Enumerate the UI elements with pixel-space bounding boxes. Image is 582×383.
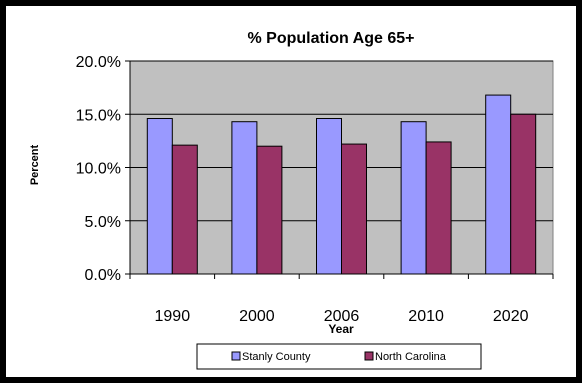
x-tick-label: 2006 [324,308,360,325]
y-tick-label: 20.0% [76,54,121,71]
x-tick-label: 1990 [155,308,191,325]
y-tick-label: 10.0% [76,161,121,178]
bar-stanly-county-1990 [146,118,173,275]
bar-stanly-county-2006 [316,118,342,275]
y-tick-labels: 0.0% 5.0% 10.0% 15.0% 20.0% [76,54,121,284]
legend-swatch [364,351,374,361]
y-axis-label: Percent [29,144,41,185]
legend-entry: North Carolina [375,351,447,363]
legend-swatch [231,351,241,361]
axes [129,61,553,275]
x-tick-label: 2010 [408,308,444,325]
x-tick-label: 2000 [239,308,275,325]
bar-north-carolina-2000 [256,145,283,275]
legend: Stanly County North Carolina [196,343,482,370]
bars [146,94,537,275]
legend-box [196,343,482,370]
bar-stanly-county-2000 [231,121,258,275]
bar-stanly-county-2010 [400,121,427,275]
chart-title: % Population Age 65+ [248,30,415,47]
x-axis-label: Year [328,322,354,336]
y-tick-label: 0.0% [85,267,121,284]
bar-north-carolina-2006 [341,143,367,275]
bar-north-carolina-1990 [171,144,198,275]
x-tick-labels: 1990 2000 2006 2010 2020 [129,274,554,325]
y-tick-label: 5.0% [85,214,121,231]
bar-north-carolina-2020 [510,113,537,275]
bar-stanly-county-2020 [485,94,512,275]
x-tick-label: 2020 [493,308,529,325]
bar-north-carolina-2010 [425,141,452,275]
legend-entry: Stanly County [242,351,311,363]
y-tick-label: 15.0% [76,107,121,124]
